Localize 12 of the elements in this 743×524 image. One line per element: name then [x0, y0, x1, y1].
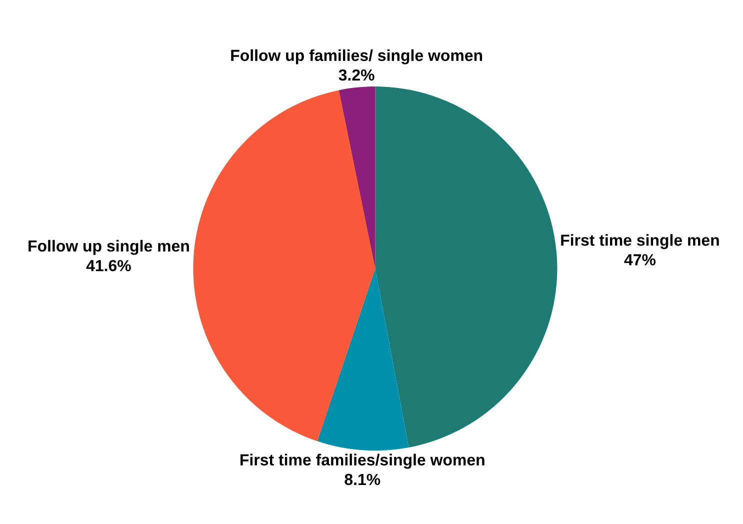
slice-label: First time single men [561, 234, 719, 250]
pie-slice [193, 90, 376, 442]
data-label: 47% [624, 254, 656, 266]
data-label: 3.2% [338, 69, 374, 81]
slice-label: Follow up single men [28, 240, 189, 255]
slice-label: First time families/single women [240, 454, 484, 469]
slice-label: Follow up families/ single women [231, 49, 482, 64]
pie-slice [338, 86, 376, 269]
pie-slice [317, 268, 409, 451]
pie-slice [375, 86, 558, 448]
data-label: 8.1% [344, 474, 380, 486]
data-label: 41.6% [86, 260, 131, 272]
